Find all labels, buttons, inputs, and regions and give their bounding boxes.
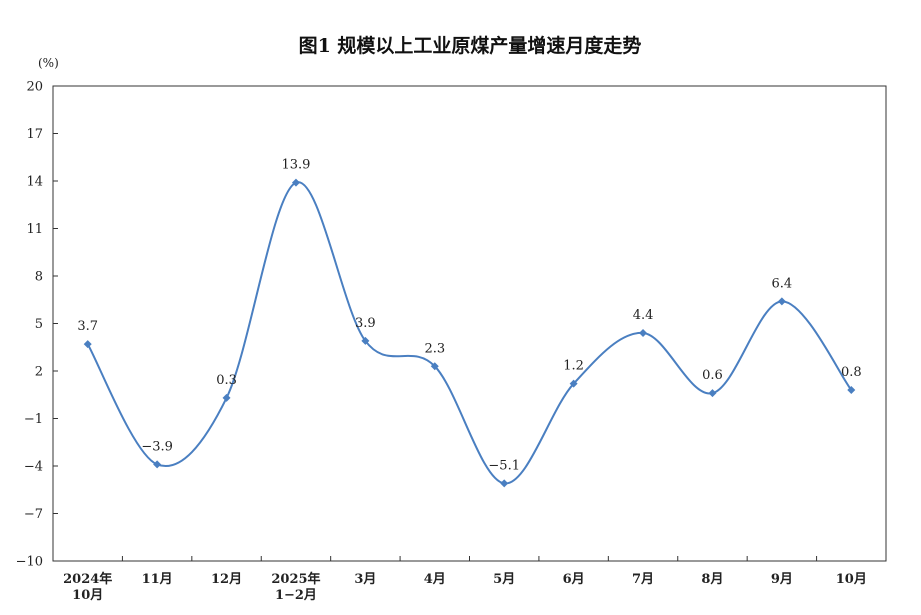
x-tick-label: 9月 — [771, 572, 793, 587]
x-tick-label: 2024年 10月 — [63, 571, 112, 603]
data-value-label: 0.8 — [841, 365, 862, 380]
data-value-label: 1.2 — [563, 359, 584, 374]
data-point-marker — [777, 297, 786, 306]
y-tick-label: 17 — [26, 127, 43, 142]
x-tick-label: 2025年 1−2月 — [271, 571, 320, 603]
plot-area-frame — [52, 85, 887, 562]
x-tick-label: 12月 — [211, 572, 242, 587]
data-point-marker — [500, 479, 509, 488]
y-tick-label: 14 — [26, 175, 43, 190]
y-axis-unit-label: (%) — [38, 56, 59, 70]
data-value-label: −5.1 — [488, 458, 520, 473]
x-tick-label: 7月 — [632, 572, 654, 587]
y-axis: 20 17 14 11 8 5 2 −1 −4 −7 −10 — [16, 80, 58, 570]
x-tick-label: 10月 — [836, 572, 867, 587]
data-value-label: 0.6 — [702, 368, 723, 383]
x-tick-label: 3月 — [354, 572, 376, 587]
data-markers — [83, 178, 856, 488]
y-tick-label: −7 — [24, 507, 43, 522]
data-point-marker — [222, 393, 231, 402]
data-point-marker — [153, 460, 162, 469]
y-tick-label: 8 — [35, 270, 43, 285]
data-point-marker — [430, 362, 439, 371]
x-tick-label: 11月 — [142, 572, 173, 587]
data-value-label: 3.7 — [77, 319, 98, 334]
data-value-label: 3.9 — [355, 316, 376, 331]
data-labels: 3.7 −3.9 0.3 13.9 3.9 2.3 −5.1 1.2 4.4 0.6 6.4 0.8 — [77, 158, 861, 474]
y-tick-label: 11 — [26, 222, 43, 237]
data-value-label: 0.3 — [216, 373, 237, 388]
y-tick-label: 20 — [26, 80, 43, 95]
x-tick-label: 4月 — [424, 572, 446, 587]
chart-title: 图1 规模以上工业原煤产量增速月度走势 — [299, 34, 642, 57]
data-value-label: 4.4 — [633, 308, 654, 323]
data-point-marker — [291, 178, 300, 187]
data-point-marker — [83, 340, 92, 349]
x-axis: 2024年 10月 11月 12月 2025年 1−2月 3月 4月 5月 6月 7月 8月 9月 10月 — [63, 556, 867, 603]
data-point-marker — [361, 336, 370, 345]
y-tick-label: −10 — [16, 555, 43, 570]
y-tick-label: 2 — [35, 365, 43, 380]
x-tick-label: 6月 — [563, 572, 585, 587]
data-value-label: −3.9 — [141, 439, 173, 454]
y-tick-label: −4 — [24, 460, 43, 475]
series-line — [86, 181, 853, 485]
data-point-marker — [639, 329, 648, 337]
x-tick-label: 5月 — [493, 572, 515, 587]
data-point-marker — [569, 379, 578, 388]
data-point-marker — [847, 386, 856, 394]
y-tick-label: 5 — [35, 317, 43, 332]
data-value-label: 2.3 — [424, 341, 445, 356]
y-tick-label: −1 — [24, 412, 43, 427]
data-point-marker — [708, 389, 717, 398]
data-value-label: 6.4 — [772, 276, 793, 291]
data-value-label: 13.9 — [281, 158, 310, 173]
x-tick-label: 8月 — [701, 572, 723, 587]
